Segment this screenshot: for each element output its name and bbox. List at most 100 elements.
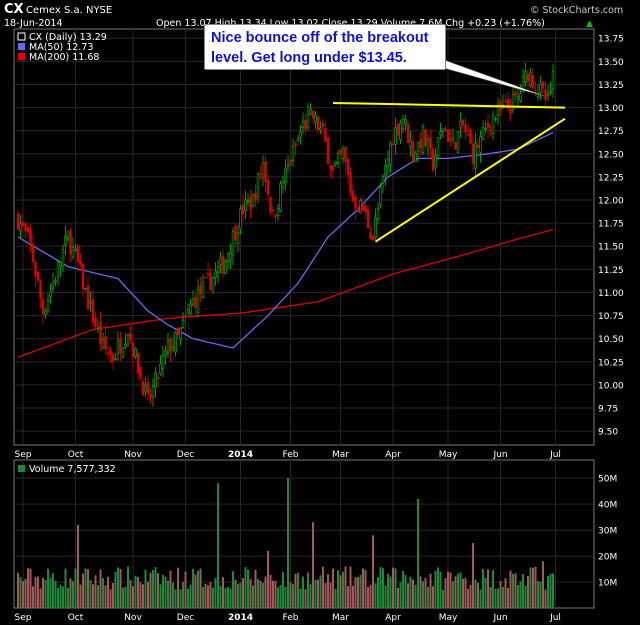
volume-bar: [149, 572, 152, 608]
candle-down: [329, 165, 332, 170]
candle-up: [201, 281, 205, 298]
volume-bar: [474, 579, 477, 608]
candle-down: [369, 232, 372, 239]
volume-bar: [469, 584, 472, 608]
volume-bar: [322, 566, 324, 608]
volume-bar: [49, 577, 52, 608]
volume-bar: [379, 567, 382, 608]
candle-up: [484, 127, 487, 131]
price-x-tick-label: Jul: [549, 450, 561, 460]
candle-up: [296, 137, 300, 142]
volume-bar: [197, 570, 199, 608]
candle-up: [214, 271, 217, 279]
candle-up: [154, 372, 157, 388]
price-x-tick-label: Sep: [15, 450, 32, 460]
volume-bar: [429, 573, 432, 608]
candle-down: [241, 204, 245, 215]
volume-bar: [257, 579, 259, 608]
volume-bar: [209, 582, 212, 608]
quote-line: Open 13.07 High 13.34 Low 13.02 Close 13…: [156, 18, 545, 29]
candle-down: [331, 165, 335, 171]
price-y-tick-label: 9.75: [598, 405, 618, 415]
volume-bar: [229, 588, 232, 608]
candle-up: [211, 277, 215, 294]
price-y-tick-label: 13.00: [598, 104, 624, 114]
volume-bar: [184, 571, 187, 608]
candle-up: [539, 83, 542, 93]
volume-bar: [267, 550, 269, 608]
candle-up: [374, 217, 377, 239]
volume-bar: [409, 576, 412, 608]
price-y-tick-label: 10.25: [598, 358, 624, 368]
trendline-breakout-level: [332, 101, 566, 109]
candle-up: [279, 183, 282, 212]
candle-down: [419, 139, 422, 149]
price-y-tick-label: 12.00: [598, 197, 624, 207]
candle-up: [216, 266, 220, 273]
trendline-rising-support: [374, 117, 566, 243]
volume-bar: [382, 568, 384, 608]
candle-up: [244, 199, 247, 212]
volume-bar: [404, 574, 407, 608]
volume-bar: [432, 586, 434, 608]
candle-down: [544, 89, 547, 101]
volume-bar: [487, 569, 489, 608]
candle-up: [421, 126, 425, 154]
volume-bar: [144, 569, 147, 608]
candle-down: [131, 342, 135, 358]
price-y-tick-label: 11.50: [598, 243, 624, 253]
volume-bar: [39, 588, 42, 608]
volume-bar: [332, 568, 334, 608]
volume-bar: [507, 587, 509, 608]
volume-bar: [174, 589, 177, 608]
candle-up: [426, 139, 430, 150]
volume-bar: [294, 573, 297, 608]
volume-bar: [349, 566, 352, 608]
price-y-tick-label: 10.50: [598, 335, 624, 345]
volume-bar: [254, 569, 257, 608]
volume-bar: [169, 570, 172, 608]
candle-down: [259, 173, 262, 175]
candle-up: [529, 72, 532, 86]
candle-up: [521, 76, 525, 93]
volume-bar: [439, 571, 442, 608]
candle-down: [69, 230, 72, 255]
volume-bar: [367, 586, 369, 608]
candle-down: [209, 274, 212, 291]
volume-bar: [179, 589, 182, 608]
price-x-tick-label: Dec: [177, 450, 194, 460]
volume-bar: [142, 584, 144, 608]
candle-up: [401, 118, 405, 129]
volume-bar: [29, 568, 32, 608]
volume-bar: [334, 588, 337, 608]
volume-x-tick-label: Sep: [15, 613, 32, 623]
volume-bar: [117, 567, 119, 608]
candle-up: [224, 259, 227, 274]
candle-up: [231, 231, 235, 256]
candle-down: [206, 272, 210, 275]
candle-down: [356, 208, 360, 213]
volume-bar: [504, 578, 507, 608]
price-y-tick-label: 13.75: [598, 35, 624, 45]
volume-bar: [164, 576, 167, 608]
volume-bar: [147, 581, 149, 608]
candle-up: [256, 173, 260, 198]
candle-down: [91, 299, 95, 323]
volume-bar: [457, 573, 459, 608]
price-y-tick-label: 13.25: [598, 81, 624, 91]
candle-up: [381, 176, 385, 184]
volume-bar: [377, 576, 379, 608]
volume-bar: [297, 572, 299, 608]
candle-down: [364, 205, 367, 213]
volume-bar: [327, 574, 329, 608]
candle-down: [139, 367, 142, 377]
candle-down: [39, 280, 42, 299]
candle-up: [549, 90, 552, 93]
volume-bar: [532, 567, 534, 608]
candle-up: [441, 128, 445, 132]
volume-bar: [27, 568, 29, 608]
volume-bar: [319, 575, 322, 608]
candle-down: [94, 317, 97, 328]
volume-bar: [264, 576, 267, 608]
volume-bar: [114, 571, 117, 608]
